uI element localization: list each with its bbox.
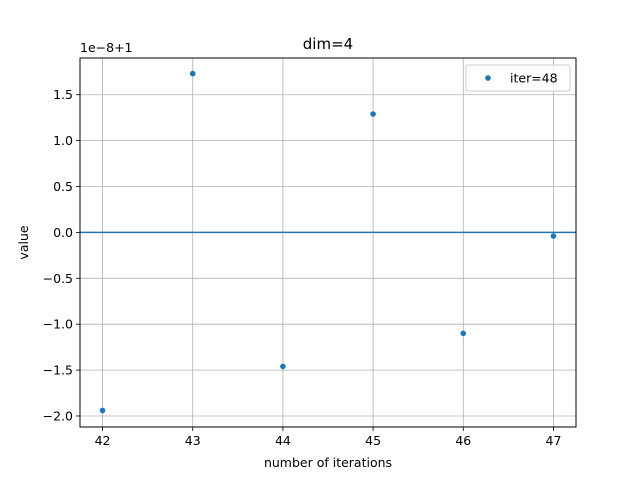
data-point [189, 70, 196, 77]
y-tick-label: 1.0 [53, 133, 73, 148]
y-tick-label: 0.5 [53, 179, 73, 194]
x-tick-label: 47 [546, 433, 562, 448]
x-tick-label: 44 [275, 433, 291, 448]
y-axis-label: value [16, 225, 31, 259]
y-tick-label: 1.5 [53, 87, 73, 102]
x-tick-label: 42 [95, 433, 111, 448]
data-point [550, 233, 557, 239]
y-tick-label: −0.5 [43, 271, 73, 286]
legend: iter=48 [465, 64, 571, 92]
data-point [99, 407, 106, 414]
x-ticks: 42 43 44 45 46 47 [95, 427, 562, 448]
y-tick-label: −1.0 [43, 317, 73, 332]
data-point [370, 111, 376, 117]
legend-label: iter=48 [510, 71, 558, 86]
legend-box [465, 64, 571, 92]
chart-title: dim=4 [303, 35, 353, 53]
data-points [99, 70, 557, 414]
data-point [460, 330, 467, 337]
x-tick-label: 46 [455, 433, 471, 448]
y-tick-label: 0.0 [53, 225, 73, 240]
x-tick-label: 43 [185, 433, 201, 448]
legend-marker [485, 75, 491, 81]
x-axis-label: number of iterations [264, 455, 392, 470]
x-tick-label: 45 [365, 433, 381, 448]
y-offset-label: 1e−8+1 [80, 40, 133, 55]
y-tick-label: −1.5 [43, 363, 73, 378]
plot-frame [79, 57, 577, 428]
y-tick-label: −2.0 [43, 408, 73, 423]
grid [80, 58, 576, 427]
data-point [280, 363, 286, 370]
y-ticks: −2.0 −1.5 −1.0 −0.5 0.0 0.5 1.0 1.5 [43, 87, 80, 423]
